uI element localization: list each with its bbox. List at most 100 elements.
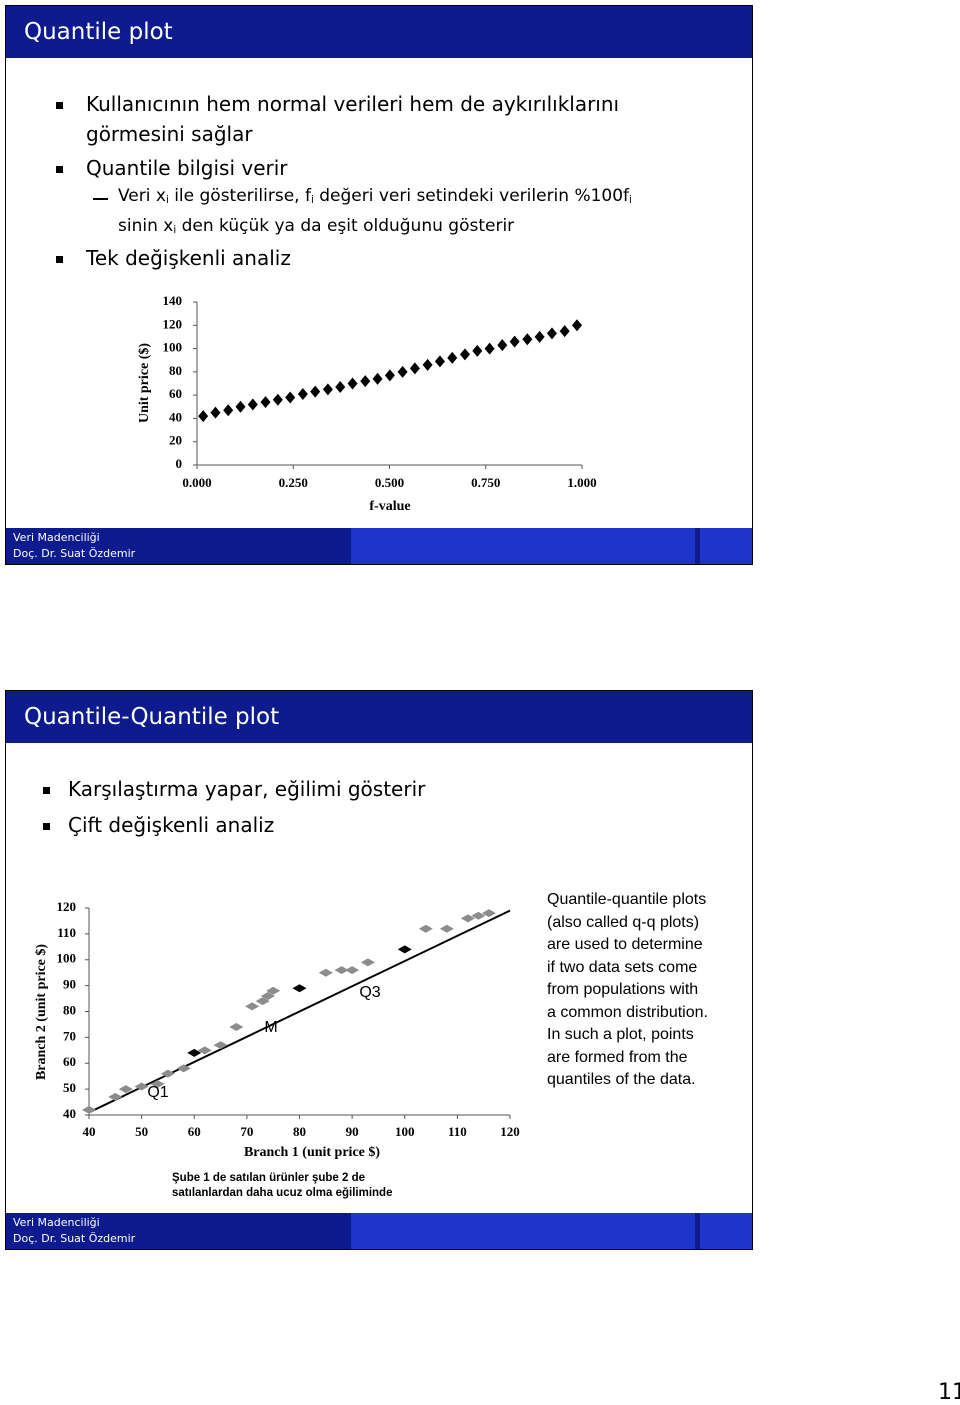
x-tick-label: 50 xyxy=(135,1124,148,1139)
point xyxy=(285,391,296,404)
x-tick-label: 1.000 xyxy=(567,475,596,490)
x-tick-label: 0.250 xyxy=(279,475,308,490)
annotation: Q3 xyxy=(359,984,380,1001)
x-axis-label: Branch 1 (unit price $) xyxy=(244,1145,380,1160)
point xyxy=(472,344,483,357)
y-tick-label: 40 xyxy=(63,1106,76,1121)
point xyxy=(460,914,475,923)
point xyxy=(397,365,408,378)
point xyxy=(255,997,270,1006)
y-tick-label: 40 xyxy=(169,409,182,424)
y-tick-label: 60 xyxy=(169,386,182,401)
point xyxy=(318,968,333,977)
bullet-text: görmesini sağlar xyxy=(86,122,253,146)
x-tick-label: 90 xyxy=(346,1124,359,1139)
point xyxy=(409,362,420,375)
point xyxy=(471,911,486,920)
bullet-text: Veri xi ile gösterilirse, fi değeri veri… xyxy=(118,186,632,206)
bullet-text: Quantile bilgisi verir xyxy=(86,156,288,180)
description: (also called q-q plots) xyxy=(547,913,700,931)
point xyxy=(546,327,557,340)
slide: Quantile-Quantile plot Veri Madenciliği … xyxy=(5,690,753,1250)
y-tick-label: 80 xyxy=(169,363,182,378)
point xyxy=(310,385,321,398)
reference-line xyxy=(88,909,511,1114)
point xyxy=(187,1048,202,1057)
point xyxy=(134,1082,149,1091)
text: Veri x xyxy=(118,186,166,206)
y-tick-label: 70 xyxy=(63,1028,76,1043)
description: are used to determine xyxy=(547,936,703,953)
point xyxy=(509,335,520,348)
point xyxy=(534,330,545,343)
point xyxy=(322,383,333,396)
x-tick-label: 70 xyxy=(240,1124,253,1139)
subscript: i xyxy=(165,195,169,206)
point xyxy=(372,372,383,385)
point xyxy=(272,393,283,406)
point xyxy=(439,924,454,933)
footer: Veri Madenciliği Doç. Dr. Suat Özdemir xyxy=(6,1213,752,1249)
point xyxy=(229,1023,244,1032)
y-tick-label: 100 xyxy=(57,951,77,966)
annotation: M xyxy=(264,1019,277,1036)
point xyxy=(176,1064,191,1073)
y-axis-label: Branch 2 (unit price $) xyxy=(34,944,49,1080)
point xyxy=(345,966,360,975)
point xyxy=(260,991,275,1000)
x-tick-label: 100 xyxy=(395,1124,415,1139)
point xyxy=(82,1105,96,1114)
description: are formed from the xyxy=(547,1048,688,1066)
y-tick-label: 90 xyxy=(63,977,76,992)
text: ile gösterilirse, f xyxy=(168,186,311,206)
subscript: i xyxy=(310,195,314,206)
text: sinin x xyxy=(118,216,174,236)
x-tick-label: 0.500 xyxy=(375,475,404,490)
text: Kullanıcının hem normal verileri hem de … xyxy=(86,92,620,116)
y-axis-label: Unit price ($) xyxy=(137,343,152,423)
point xyxy=(522,333,533,346)
point xyxy=(160,1069,175,1078)
footer-text: Veri Madenciliği xyxy=(13,531,100,544)
point xyxy=(422,358,433,371)
point xyxy=(434,355,445,368)
caption: satılanlardan daha ucuz olma eğiliminde xyxy=(172,1187,393,1199)
y-tick-label: 110 xyxy=(57,925,76,940)
y-tick-label: 80 xyxy=(63,1002,76,1017)
text: görmesini sağlar xyxy=(86,122,253,146)
x-axis-label: f-value xyxy=(369,499,410,514)
footer-text: Veri Madenciliği xyxy=(13,1216,100,1229)
point xyxy=(418,924,433,933)
point xyxy=(484,342,495,355)
caption: Şube 1 de satılan ürünler şube 2 de xyxy=(172,1172,366,1184)
bullet xyxy=(93,198,108,200)
slide-title: Quantile plot xyxy=(6,6,752,58)
point xyxy=(210,406,221,419)
bullet-text: Tek değişkenli analiz xyxy=(86,246,291,270)
footer-text: Doç. Dr. Suat Özdemir xyxy=(13,1232,136,1245)
y-tick-label: 120 xyxy=(163,316,183,331)
point xyxy=(334,966,349,975)
y-tick-label: 60 xyxy=(63,1054,76,1069)
text: Çift değişkenli analiz xyxy=(68,813,275,837)
point xyxy=(571,319,582,332)
x-tick-label: 0.750 xyxy=(471,475,500,490)
slide: Quantile plot Veri Madenciliği Doç. Dr. … xyxy=(5,5,753,565)
text: Tek değişkenli analiz xyxy=(86,246,291,270)
x-tick-label: 80 xyxy=(293,1124,306,1139)
page-number: 11 xyxy=(938,1380,960,1405)
point xyxy=(266,986,281,995)
bullet-text: Kullanıcının hem normal verileri hem de … xyxy=(86,92,619,116)
point xyxy=(223,404,234,417)
point xyxy=(559,325,570,338)
point xyxy=(118,1085,133,1094)
bullet xyxy=(56,166,63,173)
point xyxy=(459,348,470,361)
point xyxy=(360,958,375,967)
bullet-text: Karşılaştırma yapar, eğilimi gösterir xyxy=(68,777,425,801)
point xyxy=(292,984,307,993)
subscript: i xyxy=(173,225,177,236)
point xyxy=(213,1041,228,1050)
point xyxy=(447,351,458,364)
y-tick-label: 140 xyxy=(163,293,183,308)
